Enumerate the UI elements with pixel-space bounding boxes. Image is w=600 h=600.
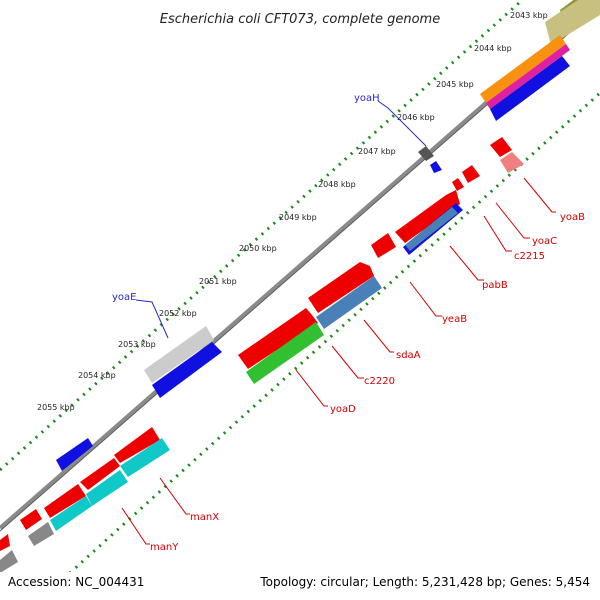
leader-manY [121, 507, 150, 545]
leader-yeaB [409, 281, 442, 317]
gene-label-yeaB: yeaB [442, 314, 467, 325]
gene-label-sdaA: sdaA [396, 350, 421, 361]
leader-yoaE [135, 299, 169, 339]
gene-label-yoaD: yoaD [330, 404, 356, 415]
gene-label-yoaH: yoaH [354, 93, 380, 104]
gene-feature-blue [152, 342, 222, 398]
tick-label: 2046 kbp [397, 113, 435, 122]
gene-label-c2220: c2220 [364, 376, 395, 387]
gene-feature-blue [56, 438, 93, 471]
gene-feature-red [490, 137, 512, 157]
tick-label: 2053 kbp [118, 340, 156, 349]
gene-feature-silver [144, 326, 214, 383]
gene-feature-red [395, 190, 460, 243]
outer-tick-track [0, 0, 525, 472]
genome-summary-text: Topology: circular; Length: 5,231,428 bp… [259, 575, 590, 589]
leader-manX [159, 477, 190, 515]
tick-label: 2045 kbp [436, 80, 474, 89]
leader-pabB [449, 245, 484, 281]
gene-feature-pink [500, 152, 524, 173]
leader-yoaB [523, 177, 556, 213]
kbp-tick-labels: 2043 kbp 2044 kbp 2045 kbp 2046 kbp 2047… [37, 11, 548, 412]
gene-feature-cyan [50, 496, 92, 531]
tick-label: 2055 kbp [37, 403, 75, 412]
gene-feature-red [238, 308, 318, 369]
leader-yoaC [495, 202, 530, 239]
gene-feature-cyan [120, 438, 170, 477]
gene-leader-lines [121, 100, 556, 545]
gene-label-manY: manY [150, 542, 179, 553]
gene-feature-red [452, 178, 464, 191]
gene-feature-khaki [545, 0, 600, 45]
tick-label: 2051 kbp [199, 277, 237, 286]
gene-feature-blue [430, 161, 442, 173]
gene-feature-red [308, 262, 374, 313]
gene-feature-orange [480, 35, 566, 103]
leader-sdaA [363, 319, 394, 353]
gene-feature-magenta [486, 44, 570, 109]
gene-feature-red [80, 458, 120, 490]
gene-feature-steel [316, 276, 382, 329]
gene-feature-red [462, 165, 480, 183]
gene-feature-gray [28, 522, 54, 546]
gene-feature-steel [405, 207, 458, 251]
accession-text: Accession: NC_004431 [8, 575, 144, 589]
gene-feature-green [246, 322, 324, 384]
tick-label: 2050 kbp [239, 244, 277, 253]
leader-c2220 [331, 345, 364, 379]
gene-feature-red [44, 484, 86, 518]
gene-label-yoaE: yoaE [112, 292, 136, 303]
gene-label-c2215: c2215 [514, 251, 545, 262]
gene-label-pabB: pabB [482, 280, 508, 291]
gene-feature-red [371, 233, 396, 258]
gene-feature-blue [490, 56, 570, 121]
gene-feature-gray [418, 146, 434, 161]
gene-feature-cyan [86, 470, 128, 506]
gene-feature-red [114, 427, 160, 463]
leader-c2215 [483, 215, 512, 252]
leader-yoaH [377, 100, 427, 147]
tick-label: 2047 kbp [358, 147, 396, 156]
tick-label: 2044 kbp [474, 44, 512, 53]
gene-feature-gray [0, 550, 18, 573]
leader-yoaD [295, 369, 328, 407]
tick-label: 2054 kbp [78, 371, 116, 380]
tick-label: 2048 kbp [318, 180, 356, 189]
tick-label: 2043 kbp [510, 11, 548, 20]
gene-label-yoaC: yoaC [532, 236, 557, 247]
gene-feature-red [0, 534, 10, 551]
inner-tick-track [38, 91, 600, 600]
map-title: Escherichia coli CFT073, complete genome [160, 12, 440, 27]
footer-bar [0, 572, 600, 600]
tick-label: 2052 kbp [159, 309, 197, 318]
gene-features [0, 0, 600, 573]
gene-label-manX: manX [190, 512, 219, 523]
tick-label: 2049 kbp [279, 213, 317, 222]
gene-labels: yoaH yoaE yoaB yoaC c2215 pabB yeaB sdaA… [112, 93, 585, 553]
gene-feature-red [20, 509, 42, 530]
gene-label-yoaB: yoaB [560, 212, 585, 223]
